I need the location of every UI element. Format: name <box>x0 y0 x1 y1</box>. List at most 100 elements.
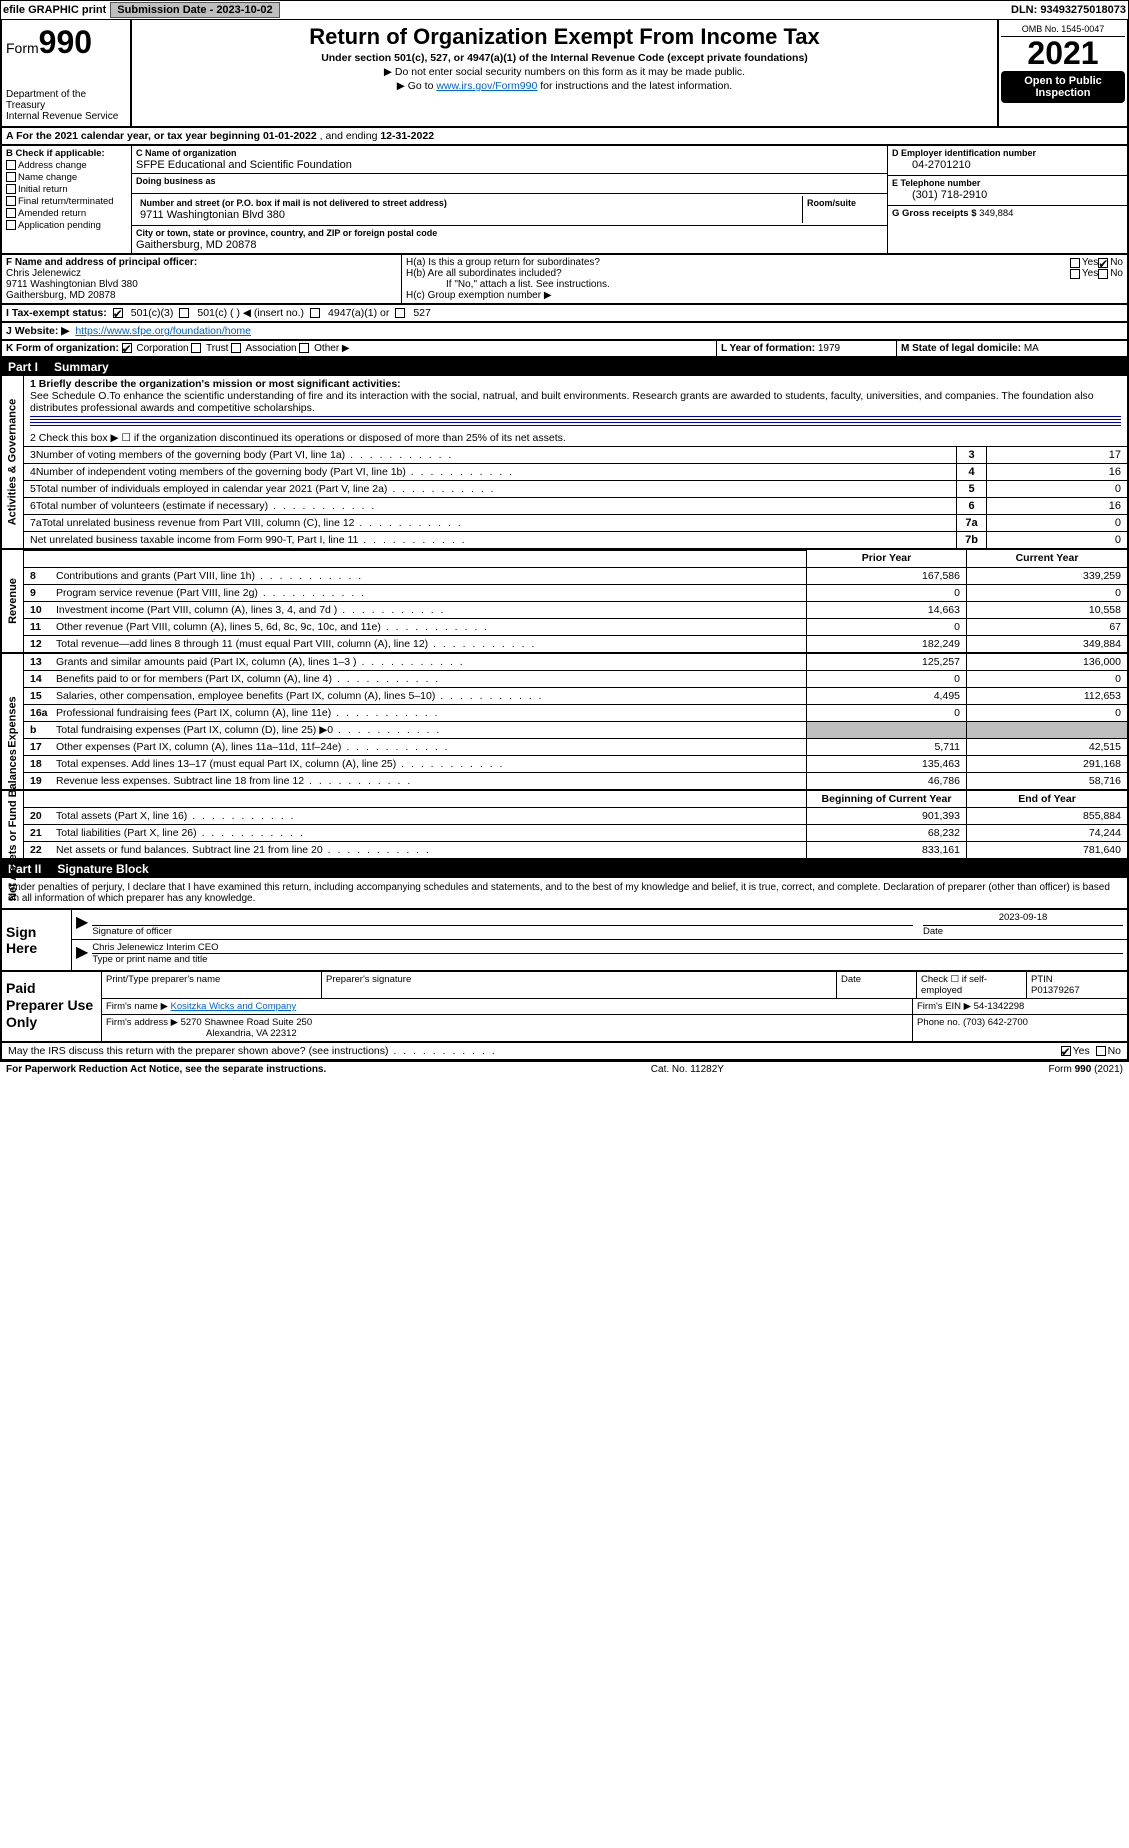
firm-ein-value: 54-1342298 <box>974 1001 1025 1012</box>
summary-line: Net unrelated business taxable income fr… <box>24 531 1127 548</box>
table-row: 19Revenue less expenses. Subtract line 1… <box>24 773 1127 789</box>
row-a-tax-year: A For the 2021 calendar year, or tax yea… <box>0 128 1129 146</box>
row-a-pre: A For the 2021 calendar year, or tax yea… <box>6 130 263 142</box>
chk-501c[interactable] <box>179 308 189 318</box>
paperwork-notice: For Paperwork Reduction Act Notice, see … <box>6 1064 326 1075</box>
phone-value: (301) 718-2910 <box>892 189 1123 201</box>
side-activities: Activities & Governance <box>2 376 24 548</box>
summary-line: 4Number of independent voting members of… <box>24 463 1127 480</box>
may-irs-discuss: May the IRS discuss this return with the… <box>0 1043 1129 1061</box>
box-deg: D Employer identification number 04-2701… <box>887 146 1127 253</box>
irs-instructions-link[interactable]: www.irs.gov/Form990 <box>436 80 537 92</box>
chk-amended-return[interactable]: Amended return <box>6 208 127 219</box>
chk-initial-return[interactable]: Initial return <box>6 184 127 195</box>
form-subtitle: Under section 501(c), 527, or 4947(a)(1)… <box>138 52 991 64</box>
chk-527[interactable] <box>395 308 405 318</box>
dln-label: DLN: 93493275018073 <box>1011 4 1126 16</box>
line1-label: 1 Briefly describe the organization's mi… <box>30 378 401 390</box>
summary-line: 3Number of voting members of the governi… <box>24 446 1127 463</box>
form-note-ssn: ▶ Do not enter social security numbers o… <box>138 66 991 78</box>
table-row: 12Total revenue—add lines 8 through 11 (… <box>24 636 1127 652</box>
chk-trust[interactable] <box>191 343 201 353</box>
box-fh: F Name and address of principal officer:… <box>0 255 1129 305</box>
ha-yes-checkbox[interactable] <box>1070 258 1080 268</box>
street-value: 9711 Washingtonian Blvd 380 <box>140 209 285 221</box>
arrow-icon: ▶ <box>76 942 88 965</box>
officer-label: F Name and address of principal officer: <box>6 257 197 268</box>
arrow-icon: ▶ <box>76 912 88 937</box>
website-link[interactable]: https://www.sfpe.org/foundation/home <box>75 325 251 337</box>
table-row: 20Total assets (Part X, line 16)901,3938… <box>24 808 1127 825</box>
dba-label: Doing business as <box>136 176 216 186</box>
year-formation-label: L Year of formation: <box>721 343 815 354</box>
may-irs-yes-checkbox[interactable] <box>1061 1046 1071 1056</box>
form-org-label: K Form of organization: <box>6 343 119 354</box>
hb-note: If "No," attach a list. See instructions… <box>406 279 1123 290</box>
chk-501c3[interactable] <box>113 308 123 318</box>
form-note-link: ▶ Go to www.irs.gov/Form990 for instruct… <box>138 80 991 92</box>
org-name: SFPE Educational and Scientific Foundati… <box>136 159 352 171</box>
summary-line: 5Total number of individuals employed in… <box>24 480 1127 497</box>
chk-address-change[interactable]: Address change <box>6 160 127 171</box>
chk-4947[interactable] <box>310 308 320 318</box>
row-tax-exempt: I Tax-exempt status: 501(c)(3) 501(c) ( … <box>0 305 1129 323</box>
chk-other[interactable] <box>299 343 309 353</box>
firm-addr1: 5270 Shawnee Road Suite 250 <box>181 1017 313 1028</box>
dept-treasury: Department of the Treasury <box>6 89 126 111</box>
part1-expenses: Expenses 13Grants and similar amounts pa… <box>0 654 1129 791</box>
tax-year-begin: 01-01-2022 <box>263 130 317 142</box>
note2-post: for instructions and the latest informat… <box>537 80 732 92</box>
part1-header: Part I Summary <box>0 358 1129 376</box>
ptin-value: P01379267 <box>1031 985 1080 996</box>
firm-name-label: Firm's name ▶ <box>106 1001 168 1012</box>
tax-status-label: I Tax-exempt status: <box>6 307 107 319</box>
ha-label: H(a) Is this a group return for subordin… <box>406 257 1070 268</box>
col-begin-year: Beginning of Current Year <box>807 791 967 807</box>
street-label: Number and street (or P.O. box if mail i… <box>140 198 447 208</box>
part1-title: Summary <box>54 360 109 374</box>
form-title: Return of Organization Exempt From Incom… <box>138 24 991 50</box>
chk-final-return[interactable]: Final return/terminated <box>6 196 127 207</box>
firm-name-link[interactable]: Kositzka Wicks and Company <box>171 1001 297 1012</box>
signature-date-label: Date <box>923 926 943 937</box>
row-klm: K Form of organization: Corporation Trus… <box>0 341 1129 358</box>
tax-year: 2021 <box>1001 37 1125 69</box>
line1-mission-text: See Schedule O.To enhance the scientific… <box>30 390 1094 414</box>
table-row: 17Other expenses (Part IX, column (A), l… <box>24 739 1127 756</box>
part2-header: Part II Signature Block <box>0 860 1129 878</box>
net-header-row: Beginning of Current Year End of Year <box>24 791 1127 808</box>
box-bcdeg: B Check if applicable: Address change Na… <box>0 146 1129 255</box>
chk-application-pending[interactable]: Application pending <box>6 220 127 231</box>
form-footer-label: Form 990 (2021) <box>1049 1064 1124 1075</box>
table-row: 11Other revenue (Part VIII, column (A), … <box>24 619 1127 636</box>
submission-date-button[interactable]: Submission Date - 2023-10-02 <box>110 2 279 18</box>
gross-receipts-value: 349,884 <box>979 208 1013 219</box>
officer-print-name: Chris Jelenewicz Interim CEO <box>92 942 1123 954</box>
officer-addr1: 9711 Washingtonian Blvd 380 <box>6 279 138 290</box>
box-c: C Name of organization SFPE Educational … <box>132 146 887 253</box>
chk-corporation[interactable] <box>122 343 132 353</box>
table-row: 10Investment income (Part VIII, column (… <box>24 602 1127 619</box>
page-footer: For Paperwork Reduction Act Notice, see … <box>0 1061 1129 1077</box>
row-a-mid: , and ending <box>320 130 381 142</box>
ha-no-checkbox[interactable] <box>1098 258 1108 268</box>
firm-ein-label: Firm's EIN ▶ <box>917 1001 971 1012</box>
website-label: J Website: ▶ <box>6 325 69 337</box>
chk-name-change[interactable]: Name change <box>6 172 127 183</box>
may-irs-question: May the IRS discuss this return with the… <box>8 1045 1061 1057</box>
open-to-public-badge: Open to Public Inspection <box>1001 71 1125 103</box>
phone-label: E Telephone number <box>892 178 980 188</box>
form-header-mid: Return of Organization Exempt From Incom… <box>132 20 997 126</box>
paid-preparer-block: Paid Preparer Use Only Print/Type prepar… <box>0 972 1129 1043</box>
form-word: Form <box>6 40 39 56</box>
col-prior-year: Prior Year <box>807 550 967 567</box>
table-row: 14Benefits paid to or for members (Part … <box>24 671 1127 688</box>
form-header: Form990 Department of the Treasury Inter… <box>0 20 1129 128</box>
side-revenue: Revenue <box>2 550 24 652</box>
preparer-sig-label: Preparer's signature <box>322 972 837 998</box>
part1-revenue: Revenue b Prior Year Current Year 8Contr… <box>0 550 1129 654</box>
hb-yes-checkbox[interactable] <box>1070 269 1080 279</box>
may-irs-no-checkbox[interactable] <box>1096 1046 1106 1056</box>
table-row: 16aProfessional fundraising fees (Part I… <box>24 705 1127 722</box>
chk-association[interactable] <box>231 343 241 353</box>
